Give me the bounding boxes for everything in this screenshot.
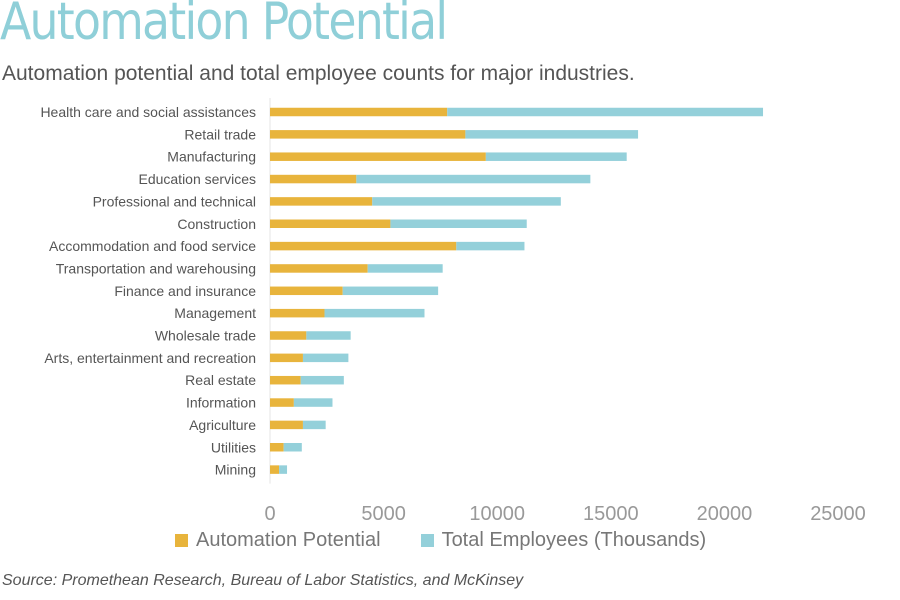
bar-automation-potential (270, 152, 486, 161)
bar-total-employees (293, 398, 333, 407)
category-label: Education services (138, 171, 256, 187)
category-label: Utilities (211, 439, 256, 455)
bar-automation-potential (270, 331, 307, 340)
bar-automation-potential (270, 465, 280, 474)
legend-label-automation: Automation Potential (196, 528, 381, 551)
bar-automation-potential (270, 308, 325, 318)
legend-swatch-total (420, 533, 434, 547)
bar-total-employees (367, 264, 443, 273)
bar-automation-potential (270, 398, 294, 407)
category-label: Mining (215, 462, 256, 478)
category-label: Wholesale trade (155, 328, 256, 344)
bar-total-employees (306, 331, 351, 340)
x-tick-label: 10000 (469, 503, 525, 520)
source-note: Source: Promethean Research, Bureau of L… (2, 572, 524, 589)
category-label: Information (186, 395, 256, 411)
category-label: Manufacturing (167, 149, 256, 165)
category-label: Finance and insurance (114, 283, 256, 299)
bar-automation-potential (270, 264, 368, 273)
category-label: Management (174, 305, 256, 321)
bar-total-employees (356, 174, 591, 184)
bar-total-employees (283, 443, 302, 452)
chart-legend: Automation Potential Total Employees (Th… (175, 527, 746, 553)
bar-total-employees (447, 107, 764, 117)
chart-subtitle: Automation potential and total employee … (2, 62, 635, 85)
x-tick-label: 20000 (697, 503, 753, 520)
bar-automation-potential (270, 130, 466, 139)
legend-label-total: Total Employees (Thousands) (441, 528, 707, 551)
x-tick-label: 5000 (361, 503, 406, 520)
bar-total-employees (324, 308, 425, 318)
chart-title: Automation Potential (0, 0, 448, 52)
bar-automation-potential (270, 241, 457, 251)
category-label: Retail trade (184, 126, 256, 142)
bar-total-employees (465, 130, 639, 139)
bar-total-employees (390, 219, 527, 228)
x-tick-label: 15000 (583, 503, 639, 520)
bar-total-employees (302, 353, 349, 363)
bar-automation-potential (270, 420, 303, 430)
bar-total-employees (485, 152, 627, 161)
bar-automation-potential (270, 174, 357, 184)
legend-item-automation: Automation Potential (175, 529, 381, 552)
category-label: Real estate (185, 372, 256, 388)
bar-chart: Health care and social assistances Retail… (40, 98, 866, 520)
bar-total-employees (302, 420, 326, 430)
bar-automation-potential (270, 443, 284, 452)
bar-automation-potential (270, 107, 448, 117)
bar-total-employees (300, 375, 344, 385)
bar-total-employees (279, 465, 288, 474)
bar-automation-potential (270, 286, 343, 296)
bar-total-employees (372, 197, 561, 206)
category-label: Transportation and warehousing (56, 260, 256, 276)
category-label: Agriculture (189, 417, 256, 433)
category-label: Arts, entertainment and recreation (44, 350, 256, 366)
category-label: Construction (177, 216, 256, 232)
bar-automation-potential (270, 197, 373, 206)
bar-total-employees (456, 241, 525, 251)
bar-automation-potential (270, 219, 391, 228)
legend-swatch-automation (175, 533, 188, 547)
bar-automation-potential (270, 375, 301, 385)
category-label: Accommodation and food service (49, 238, 256, 254)
legend-item-total: Total Employees (Thousands) (420, 528, 707, 552)
category-label: Health care and social assistances (40, 104, 256, 120)
x-tick-label: 25000 (810, 503, 866, 520)
bar-total-employees (342, 286, 439, 296)
x-tick-label: 0 (264, 503, 275, 520)
category-label: Professional and technical (93, 193, 256, 209)
bar-automation-potential (270, 353, 303, 363)
